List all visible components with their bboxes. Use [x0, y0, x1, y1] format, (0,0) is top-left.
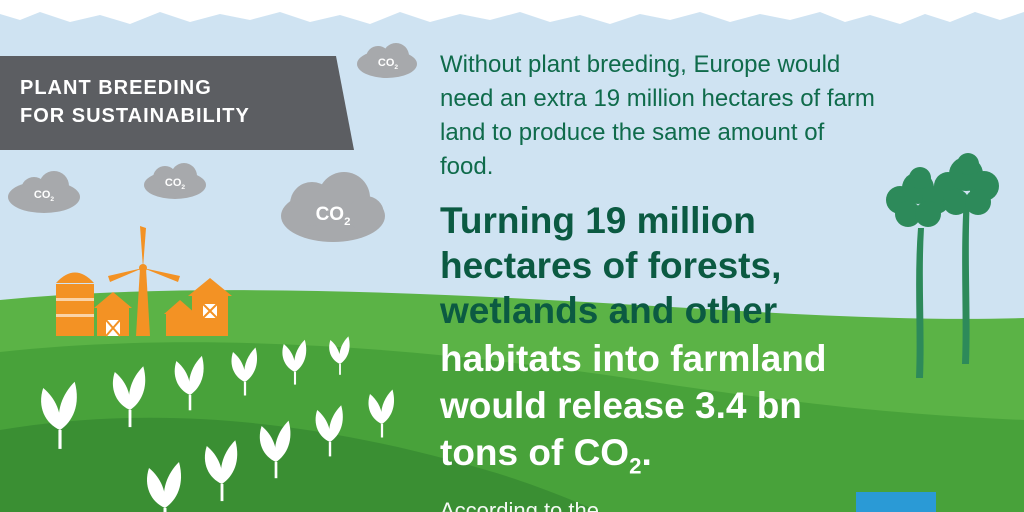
- intro-paragraph: Without plant breeding, Europe would nee…: [440, 51, 875, 180]
- banner-line-2: FOR SUSTAINABILITY: [20, 105, 250, 127]
- silo: [56, 272, 94, 336]
- tree-right: [934, 153, 999, 364]
- tree-left: [886, 167, 950, 378]
- co2-cloud-label-1: CO2: [377, 57, 399, 72]
- blue-badge: [856, 492, 936, 512]
- barn-large: [164, 278, 232, 336]
- headline-line-4: habitats into farmland: [440, 338, 827, 379]
- title-banner: [0, 56, 354, 150]
- cloud-3: [144, 163, 206, 199]
- headline-dark-part: Turning 19 million hectares of forests, …: [440, 198, 900, 333]
- headline-light-part: habitats into farmland would release 3.4…: [440, 335, 910, 489]
- torn-paper-edge: [0, 0, 1024, 24]
- banner-title: PLANT BREEDING FOR SUSTAINABILITY: [20, 74, 250, 130]
- co2-cloud-label-3: CO2: [164, 177, 186, 192]
- cloud-1: [357, 43, 417, 78]
- footer-paragraph: According to the ...: [440, 498, 624, 512]
- co2-cloud-label-4: CO2: [315, 204, 351, 228]
- windmill: [108, 226, 180, 336]
- headline-line-2: hectares of forests,: [440, 245, 782, 286]
- headline-line-6: tons of CO2.: [440, 432, 652, 479]
- headline-line-1: Turning 19 million: [440, 200, 756, 241]
- co2-cloud-label-2: CO2: [33, 189, 55, 204]
- cloud-4: [281, 172, 385, 242]
- headline-line-5: would release 3.4 bn: [440, 385, 802, 426]
- headline-line-3: wetlands and other: [440, 290, 778, 331]
- barn-small: [94, 292, 132, 337]
- cloud-2: [8, 171, 80, 213]
- banner-line-1: PLANT BREEDING: [20, 77, 212, 99]
